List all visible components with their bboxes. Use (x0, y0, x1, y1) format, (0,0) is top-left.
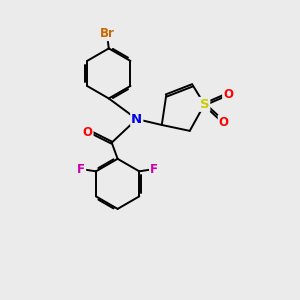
Text: O: O (82, 126, 93, 139)
Text: S: S (200, 98, 209, 111)
Text: Br: Br (100, 27, 115, 40)
Text: F: F (150, 164, 158, 176)
Text: N: N (131, 112, 142, 126)
Text: O: O (219, 116, 229, 128)
Text: F: F (77, 164, 85, 176)
Text: O: O (223, 88, 233, 100)
